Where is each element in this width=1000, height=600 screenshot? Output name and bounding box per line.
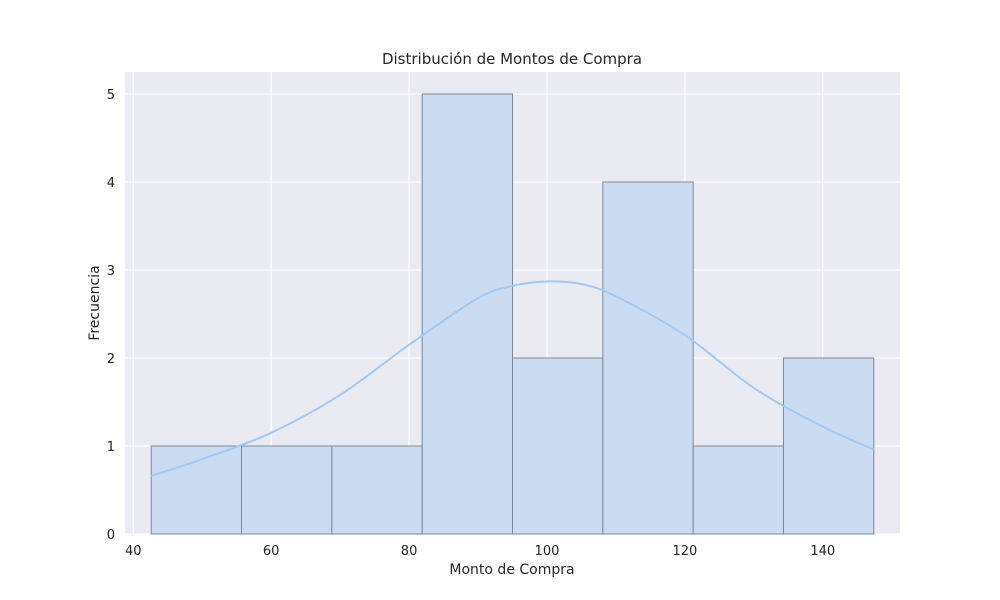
histogram-bar (602, 181, 694, 535)
x-tick-label: 100 (535, 544, 560, 559)
y-tick-label: 0 (107, 528, 115, 543)
x-tick-label: 120 (672, 544, 697, 559)
chart-title: Distribución de Montos de Compra (382, 50, 642, 68)
y-tick-label: 5 (107, 88, 115, 103)
histogram-bar (150, 445, 243, 535)
histogram-bar (782, 357, 875, 535)
x-tick-label: 80 (401, 544, 418, 559)
y-tick-labels: 0 1 2 3 4 5 (107, 88, 115, 543)
y-tick-label: 3 (107, 264, 115, 279)
x-tick-label: 60 (263, 544, 280, 559)
x-tick-label: 140 (810, 544, 835, 559)
kde-curve (150, 280, 875, 477)
histogram-bars (150, 93, 875, 535)
histogram-bar (512, 357, 604, 535)
histogram-bar (692, 445, 784, 535)
histogram-bar (421, 93, 513, 535)
x-tick-labels: 40 60 80 100 120 140 (125, 544, 835, 559)
y-axis-label: Frecuencia (87, 265, 103, 340)
histogram-bar (331, 445, 423, 535)
x-tick-label: 40 (125, 544, 142, 559)
y-tick-label: 4 (107, 176, 115, 191)
y-tick-label: 1 (107, 440, 115, 455)
x-axis-label: Monto de Compra (449, 562, 574, 578)
histogram-bar (241, 445, 333, 535)
y-tick-label: 2 (107, 352, 115, 367)
